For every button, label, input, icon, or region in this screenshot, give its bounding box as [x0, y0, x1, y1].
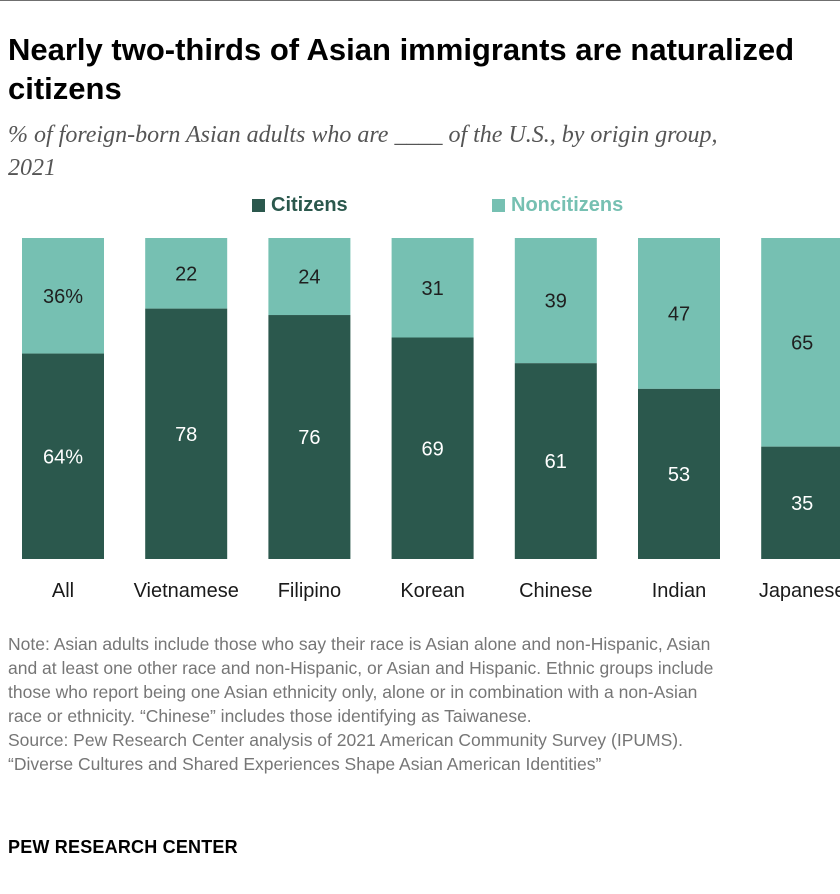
legend-label-citizens: Citizens — [271, 194, 348, 216]
bar-citizens-indian — [638, 388, 720, 559]
note-line: and at least one other race and non-Hisp… — [8, 658, 714, 678]
bar-citizens-all — [22, 353, 104, 559]
legend-swatch-citizens — [252, 198, 265, 212]
data-label-noncitizens-japanese: 65 — [791, 332, 813, 354]
data-label-citizens-korean: 69 — [421, 438, 443, 460]
bar-noncitizens-korean — [391, 238, 474, 338]
category-label-chinese: Chinese — [519, 580, 592, 602]
data-label-citizens-chinese: 61 — [545, 451, 567, 473]
chart-title: Nearly two-thirds of Asian immigrants ar… — [8, 30, 840, 108]
subtitle-line-1: % of foreign-born Asian adults who are _… — [8, 122, 718, 148]
category-label-vietnamese: Vietnamese — [134, 580, 239, 602]
brand-label: PEW RESEARCH CENTER — [8, 837, 238, 857]
note-line: race or ethnicity. “Chinese” includes th… — [8, 706, 532, 726]
data-label-citizens-japanese: 35 — [791, 493, 813, 515]
bar-noncitizens-filipino — [268, 238, 351, 316]
category-label-indian: Indian — [652, 580, 707, 602]
data-label-citizens-filipino: 76 — [298, 427, 320, 449]
stacked-bar-chart: 36% 64% All 22 78 Vietnamese 24 76 Filipino 31 69 K… — [22, 238, 840, 602]
top-rule — [0, 0, 840, 1]
chart-subtitle: % of foreign-born Asian adults who are _… — [8, 119, 828, 185]
data-label-citizens-indian: 53 — [668, 464, 690, 486]
title-line-2: citizens — [8, 71, 122, 106]
bar-citizens-chinese — [514, 363, 597, 559]
category-label-all: All — [52, 580, 74, 602]
notes-block: Note: Asian adults include those who say… — [8, 632, 838, 776]
legend-item-noncitizens: Noncitizens — [492, 192, 623, 218]
category-label-japanese: Japanese — [759, 580, 840, 602]
category-label-korean: Korean — [400, 580, 465, 602]
bar-citizens-filipino — [268, 315, 351, 559]
source-line: Source: Pew Research Center analysis of … — [8, 730, 683, 750]
category-label-filipino: Filipino — [278, 580, 341, 602]
note-line: Note: Asian adults include those who say… — [8, 634, 711, 654]
bar-citizens-japanese — [761, 446, 840, 559]
data-label-noncitizens-indian: 47 — [668, 303, 690, 325]
note-line: those who report being one Asian ethnici… — [8, 682, 698, 702]
bar-citizens-vietnamese — [145, 308, 228, 559]
bar-noncitizens-indian — [638, 238, 720, 389]
data-label-noncitizens-vietnamese: 22 — [175, 263, 197, 285]
source-line: “Diverse Cultures and Shared Experiences… — [8, 754, 602, 774]
legend-swatch-noncitizens — [492, 198, 505, 212]
bar-noncitizens-japanese — [761, 238, 840, 447]
data-label-noncitizens-korean: 31 — [421, 278, 443, 300]
title-line-1: Nearly two-thirds of Asian immigrants ar… — [8, 32, 795, 67]
bar-noncitizens-vietnamese — [145, 238, 228, 309]
data-label-noncitizens-all: 36% — [43, 286, 83, 308]
data-label-noncitizens-filipino: 24 — [298, 267, 320, 289]
data-label-citizens-vietnamese: 78 — [175, 424, 197, 446]
bar-noncitizens-chinese — [514, 238, 597, 364]
data-label-noncitizens-chinese: 39 — [545, 291, 567, 313]
bar-citizens-korean — [391, 337, 474, 559]
data-label-citizens-all: 64% — [43, 446, 83, 468]
subtitle-line-2: 2021 — [8, 155, 56, 181]
legend-item-citizens: Citizens — [252, 192, 348, 218]
bar-noncitizens-all — [22, 238, 104, 354]
legend-label-noncitizens: Noncitizens — [511, 194, 624, 216]
